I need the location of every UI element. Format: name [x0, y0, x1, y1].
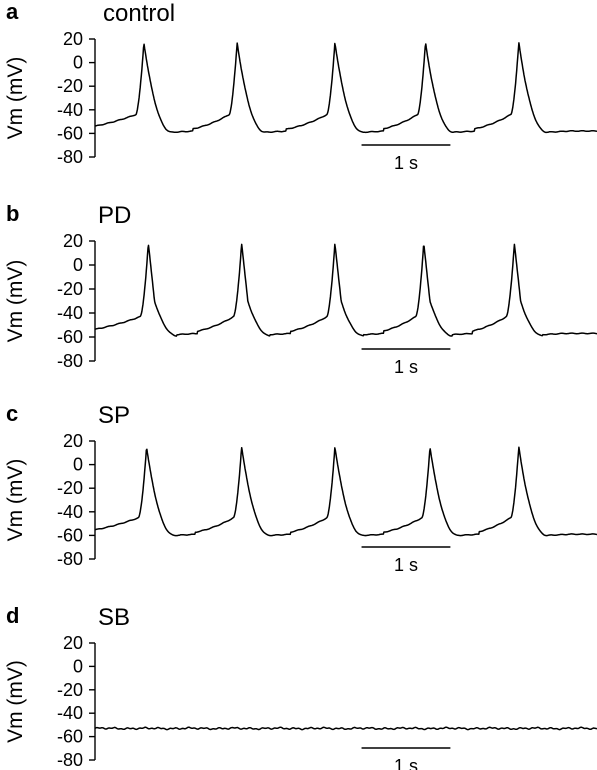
panel-letter: c [6, 401, 18, 426]
scale-bar-label: 1 s [394, 555, 418, 575]
y-tick-label: -80 [57, 549, 83, 569]
y-tick-label: -20 [57, 478, 83, 498]
y-axis-label: Vm (mV) [4, 459, 27, 542]
panel-c: c SP 20 0 -20 -40 -60 -80 Vm (mV) 1 s [4, 401, 597, 575]
y-axis-label: Vm (mV) [4, 57, 27, 140]
y-tick-label: 0 [73, 455, 83, 475]
y-tick-label: -20 [57, 279, 83, 299]
y-tick-label: 0 [73, 53, 83, 73]
scale-bar-label: 1 s [394, 153, 418, 173]
y-tick-label: 20 [63, 633, 83, 653]
y-tick-label: -80 [57, 351, 83, 371]
y-tick-label: 0 [73, 656, 83, 676]
y-tick-label: 0 [73, 255, 83, 275]
y-tick-label: 20 [63, 431, 83, 451]
vm-trace [94, 446, 597, 537]
y-tick-label: 20 [63, 29, 83, 49]
vm-trace [94, 243, 597, 337]
scale-bar-label: 1 s [394, 357, 418, 377]
vm-trace [94, 726, 597, 731]
panel-letter: d [6, 603, 19, 628]
y-axis-label: Vm (mV) [4, 660, 27, 743]
scale-bar-label: 1 s [394, 756, 418, 770]
panel-b: b PD 20 0 -20 -40 -60 -80 Vm (mV) 1 s [4, 201, 597, 377]
y-tick-label: -40 [57, 100, 83, 120]
y-tick-label: -20 [57, 680, 83, 700]
y-axis-label: Vm (mV) [4, 260, 27, 343]
y-tick-label: -40 [57, 303, 83, 323]
panel-title: SP [98, 402, 130, 429]
y-tick-label: -20 [57, 76, 83, 96]
panel-title: control [103, 0, 175, 27]
y-tick-label: -60 [57, 727, 83, 747]
y-tick-label: -40 [57, 703, 83, 723]
y-tick-label: -60 [57, 327, 83, 347]
panel-title: SB [98, 604, 130, 631]
vm-trace [94, 42, 597, 134]
y-tick-label: -60 [57, 123, 83, 143]
panel-letter: a [6, 0, 19, 24]
y-tick-label: -80 [57, 750, 83, 770]
y-tick-label: -60 [57, 525, 83, 545]
y-tick-label: 20 [63, 231, 83, 251]
panel-title: PD [98, 202, 131, 229]
panel-d: d SB 20 0 -20 -40 -60 -80 Vm (mV) 1 s [4, 603, 597, 770]
y-tick-label: -40 [57, 502, 83, 522]
panel-a: a control 20 0 -20 -40 -60 -80 Vm (mV) 1 s [4, 0, 597, 173]
panel-letter: b [6, 201, 19, 226]
y-tick-label: -80 [57, 147, 83, 167]
